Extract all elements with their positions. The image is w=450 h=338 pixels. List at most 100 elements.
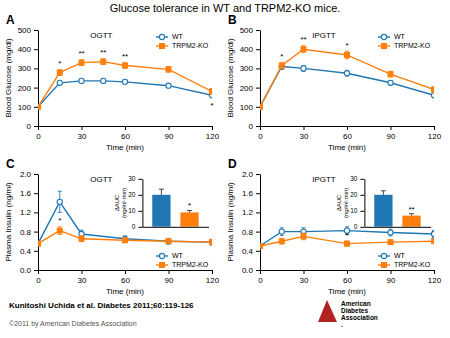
tick-mark — [256, 88, 260, 89]
tick-mark — [34, 107, 38, 108]
tick: 200 — [18, 84, 38, 93]
significance-label: ** — [408, 205, 414, 214]
inset-y-axis-title: ∆AUC(ng/ml·min) — [114, 188, 127, 218]
tick: 0 — [132, 223, 143, 230]
inset: 0102030**∆AUC(ng/ml·min) — [336, 175, 431, 230]
logo-text: . — [341, 321, 343, 328]
tick-label: 0.0 — [20, 266, 32, 275]
tick-label: 120 — [206, 132, 220, 141]
point — [101, 59, 106, 64]
point — [260, 243, 263, 248]
tick-mark — [391, 126, 392, 130]
tick-label: 0 — [27, 122, 32, 131]
point — [79, 60, 84, 65]
tick: 90 — [387, 126, 396, 141]
x-axis: 0306090120 — [36, 126, 219, 141]
tick-label: 30 — [300, 276, 309, 285]
tick-label: 90 — [387, 132, 396, 141]
x-axis-title: Time (min) — [106, 287, 144, 296]
error-bar — [38, 241, 40, 246]
error-bar — [345, 241, 349, 246]
legend: WTTRPM2-KO — [156, 252, 209, 268]
inset-y-axis: 0102030 — [350, 175, 365, 230]
significance-label: ** — [300, 35, 306, 44]
tick-label: 1.2 — [20, 208, 32, 217]
tick: 30 — [78, 270, 87, 285]
logo-text: American — [341, 300, 371, 307]
point — [38, 241, 41, 246]
point — [279, 229, 284, 234]
error-bar — [123, 63, 127, 69]
tick-mark — [34, 88, 38, 89]
error-bar — [80, 60, 84, 66]
y-axis-line — [260, 175, 261, 271]
legend-symbol — [382, 44, 387, 49]
significance-label: ** — [78, 49, 84, 58]
tick: 90 — [165, 126, 174, 141]
error-bar — [58, 227, 62, 235]
bar — [152, 195, 170, 227]
point — [123, 238, 128, 243]
legend-label: TRPM2-KO — [172, 42, 209, 49]
series-line — [38, 62, 212, 107]
significance-label: * — [345, 41, 348, 50]
error-bar — [280, 228, 284, 236]
error-bar — [389, 229, 393, 236]
tick-mark — [304, 270, 305, 274]
point — [57, 199, 62, 204]
tick-label: 60 — [343, 276, 352, 285]
tick-mark — [256, 212, 260, 213]
tick-mark — [256, 193, 260, 194]
tick-mark — [34, 68, 38, 69]
error-bar — [280, 64, 284, 70]
significance-label: * — [210, 101, 213, 110]
copyright: ©2011 by American Diabetes Association — [9, 320, 137, 328]
series-line — [260, 66, 434, 106]
point — [38, 104, 41, 109]
tick-label: 0 — [36, 132, 41, 141]
tick-mark — [256, 174, 260, 175]
tick-label: 0.8 — [242, 228, 254, 237]
point — [345, 52, 350, 57]
point — [279, 64, 284, 69]
tick-mark — [260, 270, 261, 274]
tick: 90 — [165, 270, 174, 285]
tick-label: 0.4 — [20, 247, 32, 256]
tick: 30 — [128, 175, 142, 182]
error-bar — [167, 238, 171, 244]
legend-symbol — [381, 34, 386, 39]
error-bar — [210, 239, 212, 245]
tick-label: 100 — [240, 103, 254, 112]
significance-label: * — [58, 59, 61, 68]
point — [57, 80, 62, 85]
point — [279, 239, 284, 244]
tick-mark — [82, 126, 83, 130]
panel-label: A — [6, 13, 15, 27]
tick: 0.8 — [242, 228, 260, 237]
tick: 1.2 — [242, 208, 260, 217]
inset-y-axis: 0102030 — [128, 175, 143, 230]
tick-label: 0 — [249, 122, 254, 131]
tick: 1.2 — [20, 208, 38, 217]
panel-subtitle: OGTT — [90, 31, 112, 40]
point — [260, 104, 263, 109]
tick-mark — [138, 211, 142, 212]
tick-mark — [434, 270, 435, 274]
tick-label: 0.4 — [242, 247, 254, 256]
point — [166, 239, 171, 244]
y-axis-title: Blood Glucose (mg/dl) — [226, 38, 235, 117]
tick-mark — [256, 270, 260, 271]
legend-symbol — [159, 34, 164, 39]
error-bar — [101, 59, 105, 65]
tick: 0 — [36, 126, 41, 141]
plot-marks — [260, 46, 434, 110]
error-bar — [58, 191, 62, 212]
point — [260, 244, 263, 249]
tick-mark — [391, 270, 392, 274]
error-bar — [345, 51, 349, 59]
y-axis: 0100200300400500 — [240, 26, 261, 131]
legend-item: TRPM2-KO — [156, 42, 209, 49]
panel-label: D — [228, 157, 237, 171]
bar — [180, 212, 198, 226]
tick-mark — [34, 174, 38, 175]
